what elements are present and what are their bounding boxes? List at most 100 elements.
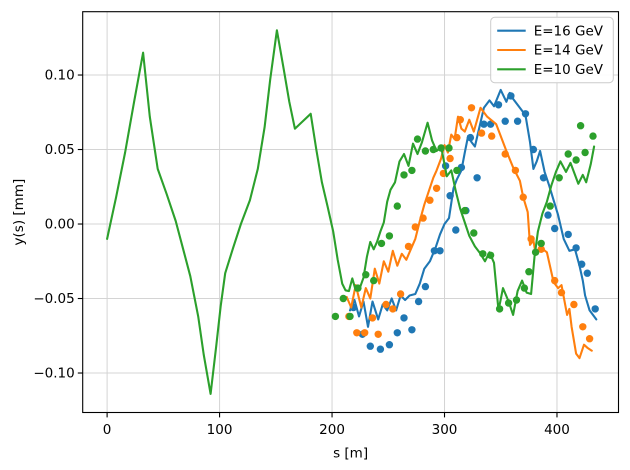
x-tick-label: 400: [544, 422, 570, 438]
data-point: [445, 144, 453, 152]
data-point: [353, 329, 361, 337]
data-point: [408, 326, 416, 334]
data-point: [453, 133, 461, 142]
data-point: [370, 276, 378, 285]
data-point: [404, 242, 413, 251]
x-tick-label: 200: [319, 422, 345, 438]
data-point: [446, 154, 454, 163]
data-point: [366, 342, 374, 350]
y-axis-label: y(s) [mm]: [11, 179, 27, 246]
data-point: [513, 117, 522, 125]
data-point: [429, 145, 437, 154]
x-tick-label: 0: [103, 422, 112, 438]
legend: E=16 GeV E=14 GeV E=10 GeV: [490, 16, 614, 84]
data-point: [467, 104, 476, 112]
data-point: [555, 174, 563, 182]
data-point: [504, 299, 513, 307]
y-tick-label: −0.10: [33, 366, 74, 382]
data-point: [400, 314, 408, 322]
data-point: [400, 171, 408, 179]
data-point: [473, 174, 481, 182]
x-axis-label: s [m]: [333, 446, 368, 462]
data-point: [486, 251, 495, 259]
data-point: [393, 329, 401, 337]
data-point: [377, 239, 386, 248]
data-point: [495, 305, 504, 313]
data-point: [507, 92, 515, 100]
x-tick-label: 100: [207, 422, 233, 438]
y-tick-label: 0.05: [45, 142, 75, 158]
data-point: [564, 230, 572, 239]
data-point: [408, 166, 416, 175]
series-line-e-10-gev: [106, 29, 596, 395]
series-line-e-14-gev: [345, 106, 593, 360]
data-point: [331, 312, 340, 321]
data-point: [512, 296, 521, 304]
legend-label: E=10 GeV: [534, 62, 604, 78]
data-point: [385, 232, 394, 240]
data-point: [466, 133, 475, 142]
legend-box: [490, 16, 614, 84]
axes-spines: [82, 11, 620, 414]
data-point: [421, 147, 430, 155]
data-point: [396, 290, 405, 298]
data-point: [480, 120, 488, 128]
data-point: [578, 260, 586, 268]
data-point: [581, 148, 589, 157]
series-line-e-16-gev: [348, 88, 598, 328]
data-point: [539, 174, 548, 182]
data-point: [436, 247, 444, 255]
data-point: [413, 135, 422, 143]
data-point: [374, 330, 382, 338]
data-point: [589, 132, 597, 140]
data-point: [551, 224, 559, 233]
data-point: [461, 206, 469, 215]
legend-label: E=14 GeV: [534, 43, 604, 59]
data-point: [537, 245, 545, 253]
data-point: [525, 268, 533, 276]
data-point: [456, 116, 464, 124]
data-point: [572, 244, 580, 252]
data-point: [511, 166, 520, 175]
data-point: [432, 184, 441, 192]
data-point: [557, 288, 566, 297]
data-point: [520, 284, 529, 292]
data-point: [470, 229, 478, 237]
data-point: [376, 345, 385, 353]
data-point: [570, 300, 578, 309]
data-point: [437, 144, 445, 152]
data-point: [382, 300, 390, 309]
data-point: [346, 312, 354, 321]
data-point: [579, 323, 587, 331]
data-point: [354, 284, 362, 292]
data-point: [521, 110, 530, 118]
data-point: [551, 276, 559, 285]
data-point: [361, 329, 369, 337]
legend-label: E=16 GeV: [534, 23, 604, 39]
legend-entry: E=16 GeV: [497, 23, 604, 39]
data-point: [393, 202, 401, 210]
data-point: [430, 247, 439, 255]
data-point: [583, 269, 591, 277]
data-point: [529, 145, 538, 154]
data-point: [527, 235, 535, 243]
data-point: [544, 211, 552, 219]
data-point: [591, 305, 599, 313]
data-point: [537, 239, 545, 248]
data-point: [479, 250, 487, 258]
ticks: 0 100 200 300 400 −0.10 −0.05 0.00 0.05 0.10: [33, 68, 570, 438]
data-point: [572, 156, 580, 164]
data-point: [564, 150, 572, 158]
y-tick-label: −0.05: [33, 291, 74, 307]
series-dots-e-14-gev-measured: [345, 104, 594, 343]
data-point: [501, 150, 509, 158]
data-point: [477, 129, 486, 137]
y-tick-label: 0.00: [45, 217, 75, 233]
x-tick-label: 300: [432, 422, 458, 438]
y-tick-label: 0.10: [45, 68, 75, 84]
data-point: [452, 226, 460, 234]
data-point: [585, 335, 594, 343]
data-point: [519, 193, 527, 201]
